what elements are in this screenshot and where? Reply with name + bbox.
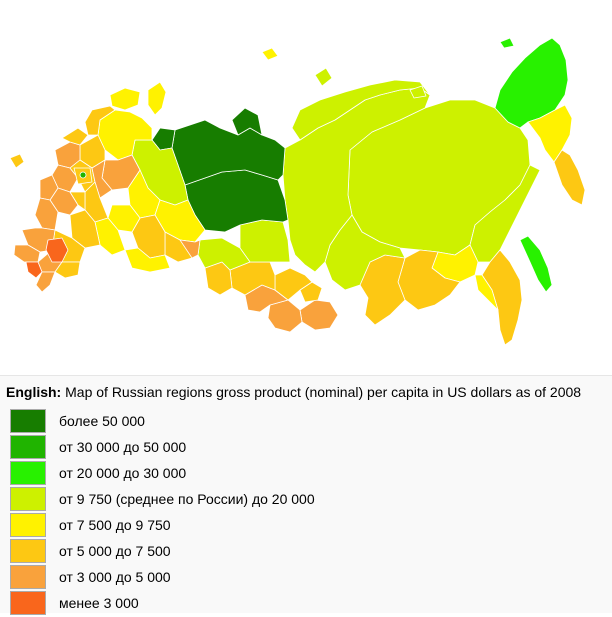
legend-label: более 50 000	[59, 413, 145, 429]
region-kamchatka	[527, 104, 573, 163]
region-new-siberian	[409, 85, 427, 99]
legend-swatch	[10, 435, 46, 459]
region-kemerovo	[274, 267, 313, 301]
region-kurgan	[179, 239, 201, 259]
legend-label: от 20 000 до 30 000	[59, 465, 187, 481]
region-tomsk	[239, 219, 291, 263]
region-tyumen	[197, 237, 251, 271]
legend-swatch	[10, 409, 46, 433]
region-astrakhan	[54, 261, 81, 279]
region-karelia	[84, 105, 116, 136]
caption-text: Map of Russian regions gross product (no…	[61, 384, 582, 400]
legend-label: от 5 000 до 7 500	[59, 543, 171, 559]
region-sakhalin	[519, 235, 553, 293]
legend-label: от 7 500 до 9 750	[59, 517, 171, 533]
region-severnaya-zemlya	[314, 67, 333, 87]
legend-swatch	[10, 565, 46, 589]
region-north-caucasus	[25, 261, 43, 279]
region-kaliningrad	[9, 153, 25, 169]
legend-swatch	[10, 487, 46, 511]
region-taymyr	[291, 79, 431, 141]
map-caption-panel: English: Map of Russian regions gross pr…	[0, 375, 612, 615]
region-tuva	[299, 299, 339, 331]
legend-swatch	[10, 539, 46, 563]
map-caption: English: Map of Russian regions gross pr…	[6, 384, 581, 400]
region-dagestan	[35, 271, 56, 293]
region-orenburg	[124, 247, 171, 273]
region-chukotka	[494, 37, 569, 129]
legend-label: от 30 000 до 50 000	[59, 439, 187, 455]
region-wrangel	[499, 37, 515, 49]
region-central-8	[39, 174, 59, 201]
legend-label: от 3 000 до 5 000	[59, 569, 171, 585]
legend-label: от 9 750 (среднее по России) до 20 000	[59, 491, 315, 507]
region-novaya-zemlya	[147, 81, 167, 116]
region-franz-josef	[261, 47, 279, 61]
russia-regions-map	[9, 37, 586, 346]
region-yamal-tip	[231, 107, 263, 136]
caption-lang-label: English:	[6, 384, 62, 400]
legend-swatch	[10, 591, 46, 615]
legend-swatch	[10, 513, 46, 537]
region-irkutsk	[324, 214, 406, 291]
region-murmansk	[109, 87, 141, 111]
region-jewish-ao	[474, 274, 499, 311]
region-altai-rep	[267, 299, 303, 333]
legend-swatch	[10, 461, 46, 485]
region-kamchatka-peninsula	[553, 149, 586, 206]
legend-label: менее 3 000	[59, 595, 139, 611]
region-moscow-city	[79, 171, 87, 179]
region-central-9	[61, 127, 89, 146]
map-svg	[9, 37, 586, 346]
